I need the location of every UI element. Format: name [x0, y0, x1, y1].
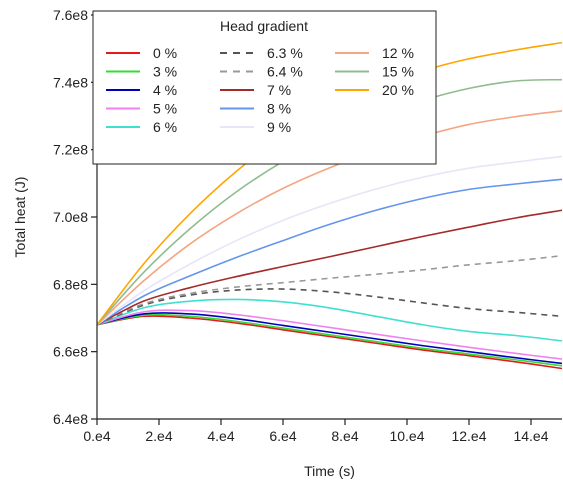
legend-entries: 0 % 3 % 4 % 5 % 6 % 6.3 % 6.4 % 7 % 8 % 9 % 12 % 15… [106, 45, 414, 135]
legend-title: Head gradient [220, 18, 308, 34]
series-line-1 [96, 313, 563, 367]
x-tick-label: 2.e4 [145, 428, 172, 444]
legend-label-5: 6.3 % [267, 45, 303, 61]
legend-label-1: 3 % [153, 64, 177, 80]
x-tick-label: 8.e4 [331, 428, 358, 444]
series-line-7 [96, 209, 563, 326]
x-tick-label: 4.e4 [207, 428, 234, 444]
x-axis-label: Time (s) [304, 463, 355, 479]
y-tick-label: 6.4e8 [53, 411, 88, 427]
legend-label-8: 8 % [267, 101, 291, 117]
legend-label-10: 12 % [382, 45, 414, 61]
series-line-0 [96, 315, 563, 370]
y-tick-label: 6.6e8 [53, 344, 88, 360]
legend-label-12: 20 % [382, 82, 414, 98]
x-tick-label: 12.e4 [451, 428, 486, 444]
y-tick-label: 7.6e8 [53, 7, 88, 23]
series-line-2 [96, 312, 563, 365]
tick-marks: 0.e4 2.e4 4.e4 6.e4 8.e4 10.e4 12.e4 14.e4 6.4e8… [53, 7, 549, 444]
y-tick-label: 7.4e8 [53, 74, 88, 90]
legend-label-9: 9 % [267, 119, 291, 135]
legend-label-3: 5 % [153, 101, 177, 117]
legend-box [92, 10, 437, 165]
legend-label-11: 15 % [382, 64, 414, 80]
legend-label-2: 4 % [153, 82, 177, 98]
legend-label-6: 6.4 % [267, 64, 303, 80]
legend-label-0: 0 % [153, 45, 177, 61]
series-line-10 [96, 110, 563, 326]
x-tick-label: 0.e4 [83, 428, 110, 444]
x-tick-label: 14.e4 [513, 428, 548, 444]
series-line-8 [96, 178, 563, 326]
legend-label-7: 7 % [267, 82, 291, 98]
y-tick-label: 7.0e8 [53, 209, 88, 225]
legend-label-4: 6 % [153, 119, 177, 135]
y-tick-label: 6.8e8 [53, 276, 88, 292]
legend: Head gradient 0 % 3 % 4 % 5 % 6 % 6.3 % 6.4 % 7… [92, 10, 437, 165]
x-tick-label: 6.e4 [269, 428, 296, 444]
series-line-9 [96, 155, 563, 326]
y-axis-label: Total heat (J) [12, 177, 28, 258]
series-line-3 [96, 309, 563, 360]
x-tick-label: 10.e4 [389, 428, 424, 444]
series-line-4 [96, 298, 563, 342]
y-tick-label: 7.2e8 [53, 142, 88, 158]
